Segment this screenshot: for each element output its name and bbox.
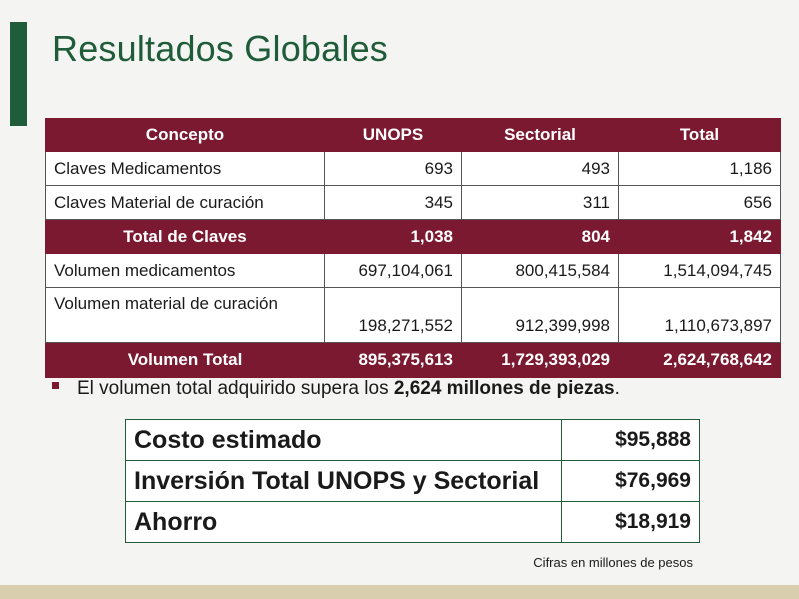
table-header-row: Concepto UNOPS Sectorial Total <box>45 118 781 152</box>
footer-strip <box>0 585 799 599</box>
cell-sectorial: 804 <box>461 219 619 254</box>
accent-bar <box>10 22 27 126</box>
header-sectorial: Sectorial <box>461 118 619 152</box>
row-label: Volumen material de curación <box>45 287 325 343</box>
table-row: Volumen medicamentos 697,104,061 800,415… <box>45 253 781 288</box>
cell-total: 1,186 <box>618 151 781 186</box>
cell-total: 656 <box>618 185 781 220</box>
cost-label: Ahorro <box>125 501 562 543</box>
cost-value: $18,919 <box>561 501 700 543</box>
cell-sectorial: 800,415,584 <box>461 253 619 288</box>
row-label: Claves Medicamentos <box>45 151 325 186</box>
row-label: Volumen Total <box>45 342 325 378</box>
total-row: Total de Claves 1,038 804 1,842 <box>45 219 781 254</box>
summary-bullet: El volumen total adquirido supera los 2,… <box>52 378 620 400</box>
cell-total: 1,110,673,897 <box>618 287 781 343</box>
bullet-emphasis: 2,624 millones de piezas <box>393 378 615 399</box>
cost-row: Costo estimado $95,888 <box>125 419 700 461</box>
results-table: Concepto UNOPS Sectorial Total Claves Me… <box>45 118 781 378</box>
cell-total: 1,842 <box>618 219 781 254</box>
row-label: Total de Claves <box>45 219 325 254</box>
cost-table: Costo estimado $95,888 Inversión Total U… <box>125 419 700 543</box>
cost-row: Inversión Total UNOPS y Sectorial $76,96… <box>125 460 700 502</box>
table-row: Claves Material de curación 345 311 656 <box>45 185 781 220</box>
page-title: Resultados Globales <box>52 28 388 69</box>
cell-unops: 697,104,061 <box>324 253 462 288</box>
cell-sectorial: 311 <box>461 185 619 220</box>
cell-unops: 895,375,613 <box>324 342 462 378</box>
cell-sectorial: 1,729,393,029 <box>461 342 619 378</box>
cost-row: Ahorro $18,919 <box>125 501 700 543</box>
bullet-text: El volumen total adquirido supera los <box>77 378 394 399</box>
cost-label: Costo estimado <box>125 419 562 461</box>
total-row: Volumen Total 895,375,613 1,729,393,029 … <box>45 342 781 378</box>
cell-sectorial: 912,399,998 <box>461 287 619 343</box>
footnote: Cifras en millones de pesos <box>533 555 693 570</box>
cell-unops: 198,271,552 <box>324 287 462 343</box>
cell-unops: 693 <box>324 151 462 186</box>
header-unops: UNOPS <box>324 118 462 152</box>
cost-value: $95,888 <box>561 419 700 461</box>
cell-unops: 345 <box>324 185 462 220</box>
bullet-suffix: . <box>614 378 620 399</box>
cell-sectorial: 493 <box>461 151 619 186</box>
header-concepto: Concepto <box>45 118 325 152</box>
cell-unops: 1,038 <box>324 219 462 254</box>
cell-total: 2,624,768,642 <box>618 342 781 378</box>
table-row: Volumen material de curación 198,271,552… <box>45 287 781 343</box>
cell-total: 1,514,094,745 <box>618 253 781 288</box>
cost-value: $76,969 <box>561 460 700 502</box>
square-bullet-icon <box>52 382 59 390</box>
cost-label: Inversión Total UNOPS y Sectorial <box>125 460 562 502</box>
row-label: Volumen medicamentos <box>45 253 325 288</box>
table-row: Claves Medicamentos 693 493 1,186 <box>45 151 781 186</box>
row-label: Claves Material de curación <box>45 185 325 220</box>
header-total: Total <box>618 118 781 152</box>
